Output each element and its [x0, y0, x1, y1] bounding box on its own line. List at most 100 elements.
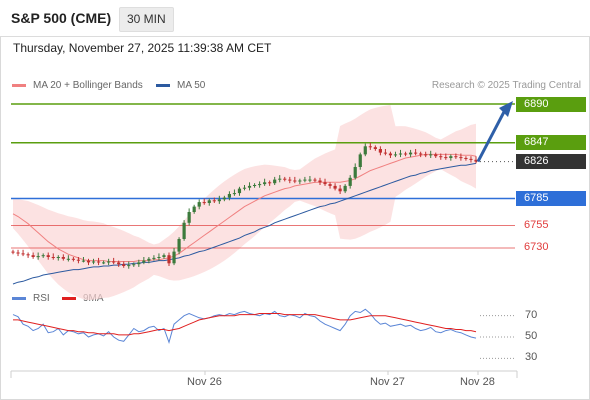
candle-body [192, 206, 196, 212]
bollinger-band [13, 105, 476, 301]
candle-body [36, 256, 40, 258]
forecast-arrow-shaft [476, 109, 507, 163]
candle-body [252, 185, 257, 186]
candle-body [81, 260, 86, 262]
candle-body [293, 180, 297, 182]
rsi-swatch [12, 297, 26, 300]
candle-body [197, 202, 201, 207]
ma20-swatch [12, 84, 26, 87]
candle-body [202, 202, 206, 204]
candle-body [142, 260, 146, 263]
candle-body [101, 262, 106, 264]
candle-body [393, 154, 398, 156]
candle-body [56, 257, 60, 258]
candle-body [107, 261, 111, 263]
candle-body [414, 152, 418, 154]
rsi-tick-label: 30 [525, 351, 538, 364]
candle-body [41, 255, 45, 257]
timestamp: Thursday, November 27, 2025 11:39:38 AM … [13, 41, 272, 55]
candle-body [31, 255, 35, 257]
header: S&P 500 (CME) 30 MIN [0, 0, 590, 37]
candle-body [137, 262, 141, 265]
chart-title: S&P 500 (CME) [11, 10, 112, 26]
candle-body [71, 258, 75, 260]
level-label-6890: 6890 [516, 96, 586, 112]
ma20-line [12, 153, 477, 262]
candle-body [212, 200, 216, 202]
rsi-tick-label: 50 [525, 330, 538, 342]
candle-body [172, 251, 176, 264]
candle-body [434, 154, 438, 157]
candle-body [177, 239, 181, 252]
candle-body [182, 222, 186, 239]
candle-body [323, 182, 327, 185]
candle-body [187, 212, 191, 223]
candle-body [122, 264, 126, 266]
candle-body [273, 179, 277, 184]
candle-body [328, 184, 332, 186]
candle-body [318, 180, 322, 183]
forecast-arrow-head [499, 101, 513, 117]
candle-body [298, 180, 302, 182]
candle-body [459, 157, 463, 159]
candle-body [91, 261, 96, 263]
candle-body [373, 147, 377, 149]
candle-body [247, 185, 252, 188]
candle-body [353, 167, 357, 178]
candle-body [162, 255, 166, 257]
candle-body [147, 258, 151, 261]
rsi-tick-label: 70 [525, 308, 538, 321]
candles [11, 142, 478, 269]
candle-body [303, 179, 307, 181]
candle-body [227, 194, 232, 198]
candle-body [454, 156, 458, 158]
candle-body [167, 255, 171, 264]
legend-ma50-label: MA 50 [177, 80, 206, 91]
ma50-line [12, 162, 477, 285]
candle-body [449, 156, 453, 158]
candle-body [368, 146, 372, 148]
x-tick-label: Nov 28 [460, 376, 495, 388]
rsi-ma-swatch [62, 297, 76, 300]
candle-body [76, 259, 81, 261]
candle-body [419, 153, 423, 155]
candle-body [66, 258, 70, 260]
candle-body [429, 154, 433, 156]
legend-ma50: MA 50 [156, 80, 205, 91]
candle-body [11, 251, 15, 253]
candle-body [46, 255, 50, 257]
candle-body [313, 179, 317, 181]
candle-body [343, 185, 347, 192]
legend-rsi: RSI [12, 293, 50, 304]
x-tick-label: Nov 26 [187, 376, 222, 388]
level-label-6785: 6785 [516, 191, 586, 206]
candle-body [242, 187, 247, 189]
candle-body [157, 257, 161, 258]
candle-body [152, 257, 156, 259]
candle-body [398, 153, 403, 155]
candle-body [237, 188, 242, 194]
interval-button[interactable]: 30 MIN [119, 7, 174, 32]
candle-body [132, 264, 136, 266]
x-tick-label: Nov 27 [370, 376, 405, 388]
candle-body [338, 188, 342, 192]
candle-body [263, 182, 267, 185]
candle-body [117, 262, 121, 265]
candle-body [378, 149, 382, 153]
level-label-6847: 6847 [516, 135, 586, 151]
candle-body [232, 193, 237, 195]
level-label-6730: 6730 [524, 241, 549, 253]
candle-body [333, 185, 337, 189]
candle-body [408, 152, 413, 155]
candle-body [439, 156, 443, 158]
candle-body [403, 153, 408, 155]
candle-body [464, 158, 468, 159]
candle-body [444, 157, 448, 159]
legend-ma20-label: MA 20 + Bollinger Bands [33, 80, 143, 91]
candle-body [363, 146, 367, 155]
credit: Research © 2025 Trading Central [431, 80, 581, 91]
candle-body [288, 179, 292, 181]
candle-body [348, 177, 352, 186]
candle-body [112, 261, 116, 263]
